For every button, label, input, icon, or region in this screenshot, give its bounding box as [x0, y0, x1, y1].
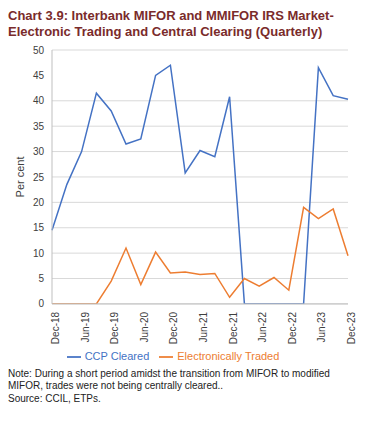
svg-text:Dec-20: Dec-20 — [169, 311, 180, 344]
svg-text:45: 45 — [33, 70, 45, 81]
svg-text:Per cent: Per cent — [14, 156, 26, 197]
html-text:Chart 3.9: Interbank MIFOR and: Chart 3.9: Interbank MIFOR and MMIFOR IR… — [8, 8, 334, 39]
svg-text:15: 15 — [33, 222, 45, 233]
svg-text:0: 0 — [38, 298, 44, 309]
svg-text:Dec-19: Dec-19 — [109, 311, 120, 344]
svg-text:Dec-18: Dec-18 — [50, 311, 61, 344]
svg-text:5: 5 — [38, 273, 44, 284]
svg-text:25: 25 — [33, 172, 45, 183]
svg-text:20: 20 — [33, 197, 45, 208]
svg-text:35: 35 — [33, 121, 45, 132]
svg-text:Dec-22: Dec-22 — [287, 311, 298, 344]
html-text:Source: CCIL, ETPs.: Source: CCIL, ETPs. — [8, 393, 101, 404]
svg-text:Jun-20: Jun-20 — [139, 311, 150, 342]
svg-text:Dec-21: Dec-21 — [228, 311, 239, 344]
svg-text:Jun-22: Jun-22 — [257, 311, 268, 342]
svg-text:50: 50 — [33, 45, 45, 56]
svg-text:30: 30 — [33, 146, 45, 157]
svg-text:40: 40 — [33, 95, 45, 106]
svg-text:10: 10 — [33, 248, 45, 259]
html-text:Note: During a short period am: Note: During a short period amidst the t… — [8, 368, 330, 391]
svg-text:Jun-21: Jun-21 — [198, 311, 209, 342]
html-text:CCP Cleared: CCP Cleared — [84, 349, 150, 362]
svg-text:Jun-23: Jun-23 — [317, 311, 328, 342]
svg-text:Dec-23: Dec-23 — [346, 311, 357, 344]
svg-text:Jun-19: Jun-19 — [80, 311, 91, 342]
html-text:Electronically Traded: Electronically Traded — [177, 349, 280, 362]
